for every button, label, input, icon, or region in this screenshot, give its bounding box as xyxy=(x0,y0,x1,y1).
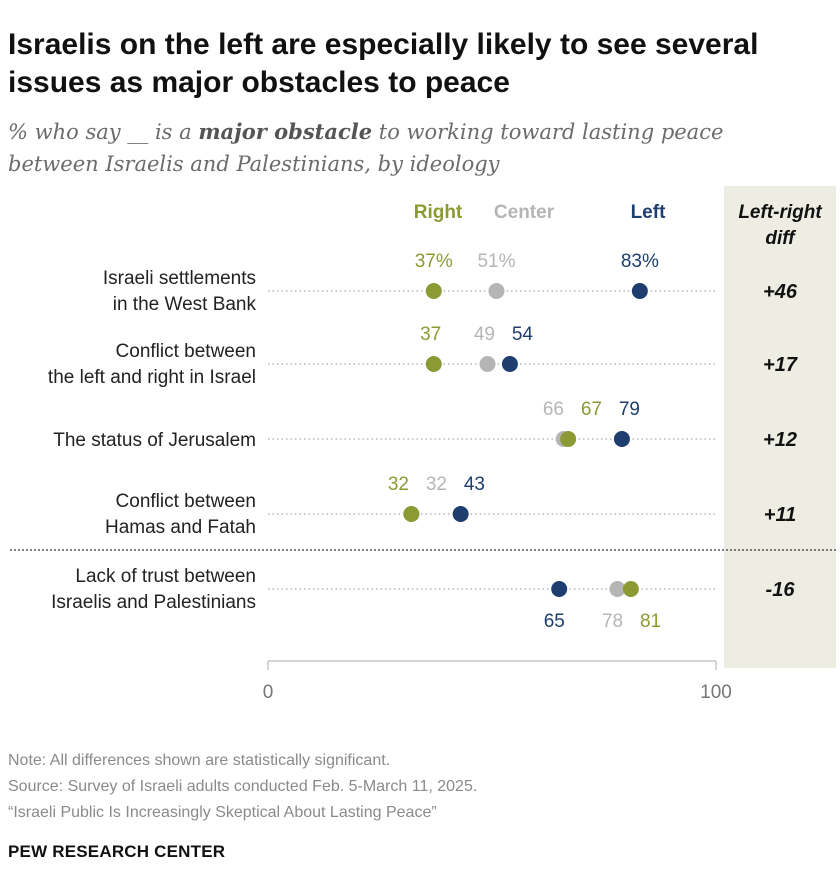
value-label-center: 66 xyxy=(543,399,564,420)
source-line: Source: Survey of Israeli adults conduct… xyxy=(8,778,478,795)
diff-value: +12 xyxy=(763,429,797,451)
dot-left xyxy=(631,283,648,299)
value-label-left: 79 xyxy=(619,399,640,420)
row-label: The status of Jerusalem xyxy=(53,430,256,451)
value-label-right: 37% xyxy=(415,251,453,272)
dot-left xyxy=(551,581,568,597)
dot-plot-chart: Left-right diff Right Center Left Israel… xyxy=(10,186,836,703)
dot-right xyxy=(560,431,577,447)
value-label-right: 67 xyxy=(581,399,602,420)
legend-left: Left xyxy=(631,202,667,223)
dot-right xyxy=(425,283,442,299)
row-label: in the West Bank xyxy=(113,294,257,315)
row-label: Israelis and Palestinians xyxy=(51,592,256,613)
dot-right xyxy=(622,581,639,597)
row-label: Hamas and Fatah xyxy=(105,517,256,538)
dot-center xyxy=(609,581,626,597)
value-label-center: 32 xyxy=(426,474,447,495)
dot-center xyxy=(479,356,496,372)
dot-right xyxy=(403,506,420,522)
subtitle-pre: % who say __ is a xyxy=(8,120,199,144)
diff-value: +11 xyxy=(764,504,796,526)
diff-header-line-2: diff xyxy=(765,228,796,249)
dot-left xyxy=(613,431,630,447)
value-label-left: 43 xyxy=(464,474,485,495)
value-label-center: 51% xyxy=(477,251,515,272)
subtitle-post: to working toward lasting peace between … xyxy=(8,120,724,176)
row-label: Conflict between xyxy=(116,341,256,362)
pew-logo-text: PEW RESEARCH CENTER xyxy=(8,842,226,861)
value-label-center: 49 xyxy=(474,324,495,345)
value-label-left: 83% xyxy=(621,251,659,272)
dot-left xyxy=(501,356,518,372)
subtitle-emphasis: major obstacle xyxy=(198,119,373,144)
diff-value: +46 xyxy=(763,281,798,303)
value-label-left: 65 xyxy=(544,611,565,632)
diff-value: +17 xyxy=(763,354,798,376)
diff-value: -16 xyxy=(766,579,796,601)
row-label: the left and right in Israel xyxy=(48,367,256,388)
dot-center xyxy=(488,283,505,299)
value-label-right: 32 xyxy=(388,474,409,495)
value-label-right: 37 xyxy=(420,324,441,345)
x-tick-label-100: 100 xyxy=(700,682,732,703)
value-label-center: 78 xyxy=(602,611,623,632)
dot-right xyxy=(425,356,442,372)
x-tick-label-0: 0 xyxy=(263,682,274,703)
legend-center: Center xyxy=(494,202,555,223)
chart-subtitle: % who say __ is a major obstacle to work… xyxy=(8,116,808,180)
notes: Note: All differences shown are statisti… xyxy=(8,748,477,826)
value-label-right: 81 xyxy=(640,611,661,632)
row-label: Lack of trust between xyxy=(75,566,256,587)
row-label: Israeli settlements xyxy=(103,268,256,289)
rows-layer: Israeli settlements in the West Bank 37% 51… xyxy=(48,251,798,632)
chart-title: Israelis on the left are especially like… xyxy=(8,28,759,99)
diff-column-background xyxy=(724,186,836,668)
dot-left xyxy=(452,506,469,522)
report-title-line: “Israeli Public Is Increasingly Skeptica… xyxy=(8,804,437,821)
legend-right: Right xyxy=(414,202,463,223)
value-label-left: 54 xyxy=(512,324,534,345)
note-line: Note: All differences shown are statisti… xyxy=(8,752,391,769)
row-label: Conflict between xyxy=(116,491,256,512)
diff-header-line-1: Left-right xyxy=(738,202,822,223)
